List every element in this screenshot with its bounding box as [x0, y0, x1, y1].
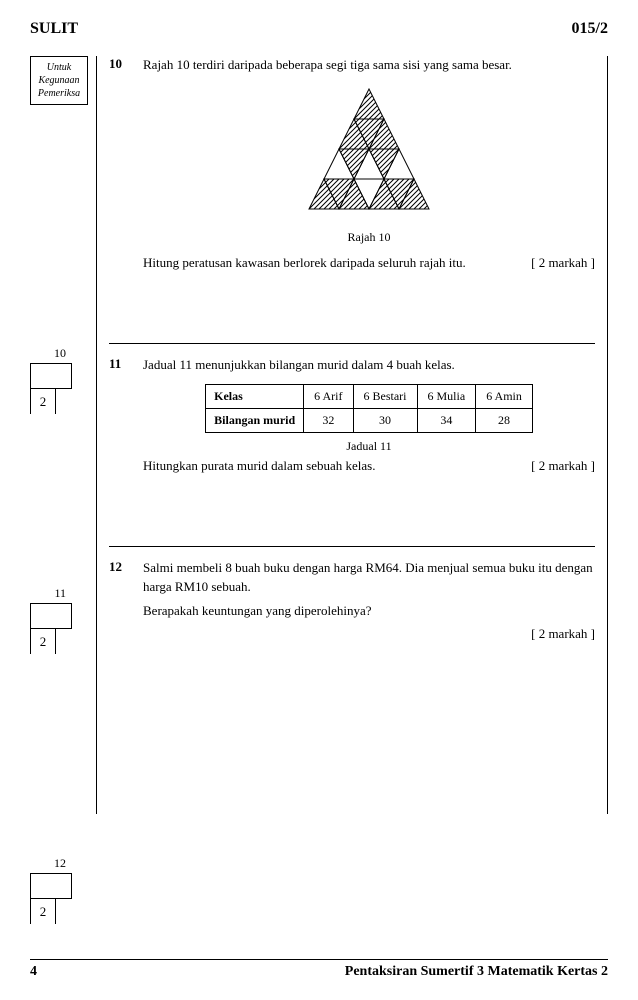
question-10: 10 Rajah 10 terdiri daripada beberapa se…	[109, 56, 595, 331]
question-11: 11 Jadual 11 menunjukkan bilangan murid …	[109, 356, 595, 534]
footer-title: Pentaksiran Sumertif 3 Matematik Kertas …	[345, 964, 608, 980]
mark-box-q11: 11 2	[30, 586, 72, 654]
table-row: Kelas 6 Arif 6 Bestari 6 Mulia 6 Amin	[206, 385, 533, 409]
sidebar-header: Untuk Kegunaan Pemeriksa	[30, 56, 88, 105]
figure-10: Rajah 10	[143, 84, 595, 245]
mark-box-q10: 10 2	[30, 346, 72, 414]
main-content: 10 Rajah 10 terdiri daripada beberapa se…	[96, 56, 608, 814]
table-row: Bilangan murid 32 30 34 28	[206, 409, 533, 433]
page-footer: 4 Pentaksiran Sumertif 3 Matematik Kerta…	[30, 959, 608, 980]
mark-box-q12: 12 2	[30, 856, 72, 924]
question-12: 12 Salmi membeli 8 buah buku dengan harg…	[109, 559, 595, 802]
page-number: 4	[30, 964, 37, 980]
header-right: 015/2	[572, 20, 608, 38]
triangle-diagram-icon	[289, 84, 449, 224]
page-header: SULIT 015/2	[30, 20, 608, 38]
divider	[109, 546, 595, 547]
table-11: Kelas 6 Arif 6 Bestari 6 Mulia 6 Amin Bi…	[205, 384, 533, 433]
divider	[109, 343, 595, 344]
examiner-sidebar: Untuk Kegunaan Pemeriksa 10 2 11 2 12 2	[30, 56, 88, 814]
header-left: SULIT	[30, 20, 78, 38]
